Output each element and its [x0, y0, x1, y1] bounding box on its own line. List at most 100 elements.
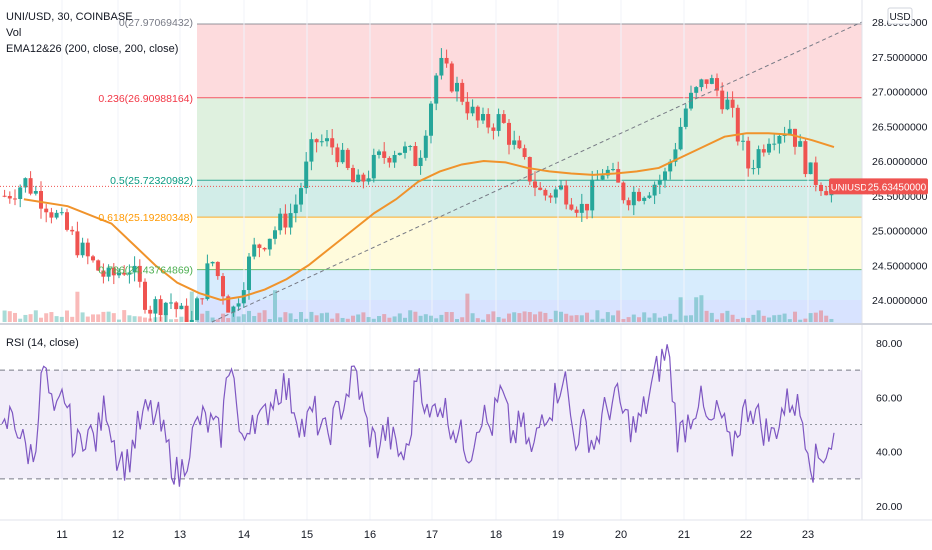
volume-bar — [486, 314, 491, 322]
fibonacci-zones — [197, 23, 862, 323]
candle-body — [777, 135, 782, 144]
volume-bar — [475, 318, 480, 322]
candle-body — [278, 213, 283, 231]
volume-bar — [293, 319, 298, 322]
volume-bar — [413, 311, 418, 322]
volume-bar — [403, 317, 407, 322]
candle-body — [735, 107, 740, 142]
candle-body — [787, 128, 792, 135]
volume-bar — [496, 317, 501, 322]
candle-body — [195, 298, 199, 320]
candle-body — [621, 182, 626, 201]
time-tick-label: 13 — [174, 529, 186, 541]
candle-body — [756, 149, 761, 169]
volume-bar — [642, 312, 647, 322]
volume-bar — [423, 314, 428, 322]
volume-bar — [637, 317, 641, 322]
candle-body — [408, 146, 413, 148]
rsi-legend[interactable]: RSI (14, close) — [6, 337, 79, 349]
volume-bar — [325, 312, 329, 322]
vol-legend[interactable]: Vol — [6, 27, 21, 39]
candle-body — [143, 281, 147, 310]
candle-body — [325, 138, 329, 142]
candle-body — [501, 114, 506, 123]
volume-bar — [330, 318, 335, 322]
candle-body — [512, 140, 517, 145]
volume-bar — [59, 316, 64, 322]
time-tick-label: 21 — [678, 529, 690, 541]
candle-body — [356, 174, 361, 183]
candle-body — [215, 261, 220, 277]
fib-level-label: 0(27.97069432) — [119, 17, 193, 29]
volume-bar — [101, 311, 106, 322]
candle-body — [179, 305, 184, 310]
volume-bar — [481, 319, 485, 322]
volume-bar — [715, 319, 719, 322]
candle-body — [496, 114, 501, 131]
trend-line[interactable] — [211, 21, 863, 323]
candle-body — [403, 146, 407, 153]
volume-bar — [278, 317, 283, 322]
volume-bar — [439, 314, 444, 322]
volume-bar — [340, 317, 345, 322]
volume-bar — [741, 317, 745, 322]
volume-bar — [314, 315, 319, 322]
volume-bar — [236, 316, 241, 322]
candle-body — [106, 267, 111, 277]
volume-bar — [647, 317, 652, 322]
volume-bar — [704, 310, 709, 322]
candle-body — [813, 162, 818, 185]
candle-body — [75, 231, 80, 256]
volume-bar — [2, 310, 7, 322]
candle-body — [283, 213, 288, 228]
volume-bar — [351, 315, 355, 322]
symbol-title[interactable]: UNI/USD, 30, COINBASE — [6, 11, 133, 23]
candle-body — [314, 139, 319, 143]
volume-bar — [449, 312, 454, 322]
grid — [61, 0, 809, 520]
volume-bar — [96, 314, 101, 322]
volume-bar — [210, 317, 215, 322]
volume-bar — [387, 317, 392, 322]
time-tick-label: 23 — [802, 529, 814, 541]
candle-body — [366, 178, 371, 182]
candle-body — [127, 272, 132, 275]
candle-body — [137, 265, 142, 282]
candle-body — [434, 75, 439, 104]
candle-body — [319, 141, 324, 143]
volume-bar — [267, 319, 272, 322]
last-price-tag: UNIUSD 25.63450000 — [829, 178, 928, 195]
volume-bar — [106, 311, 111, 322]
candle-body — [704, 79, 709, 84]
ema-legend[interactable]: EMA12&26 (200, close, 200, close) — [6, 43, 178, 55]
volume-bar — [663, 316, 667, 322]
currency-badge[interactable] — [887, 7, 913, 25]
candle-body — [413, 146, 418, 166]
candle-body — [600, 175, 605, 180]
candle-body — [33, 191, 38, 194]
time-tick-label: 15 — [301, 529, 313, 541]
candle-body — [611, 169, 615, 171]
time-axis[interactable]: 11 12 13 14 15 16 17 18 19 20 21 22 23 — [56, 529, 814, 541]
price-axis[interactable]: 28.000000027.500000027.000000026.5000000… — [872, 17, 928, 307]
candle-body — [117, 272, 121, 276]
candle-body — [548, 195, 553, 198]
candle-body — [247, 256, 251, 291]
last-price-badge — [866, 178, 928, 195]
volume-bar — [377, 316, 381, 322]
candle-body — [153, 299, 158, 314]
candle-body — [553, 189, 558, 198]
volume-bar — [652, 313, 657, 322]
fib-level-label: 0.786(24.43764869) — [98, 265, 193, 277]
candle-body — [767, 143, 771, 153]
candle-body — [720, 90, 725, 110]
volume-bar — [299, 312, 303, 322]
volume-bar — [579, 315, 584, 322]
candle-body — [595, 179, 600, 181]
volume-bar — [408, 310, 413, 322]
candle-body — [418, 157, 423, 166]
volume-bar — [137, 316, 142, 322]
rsi-axis[interactable]: 80.00 60.00 40.00 20.00 — [876, 338, 902, 513]
volume-bar — [215, 319, 220, 322]
